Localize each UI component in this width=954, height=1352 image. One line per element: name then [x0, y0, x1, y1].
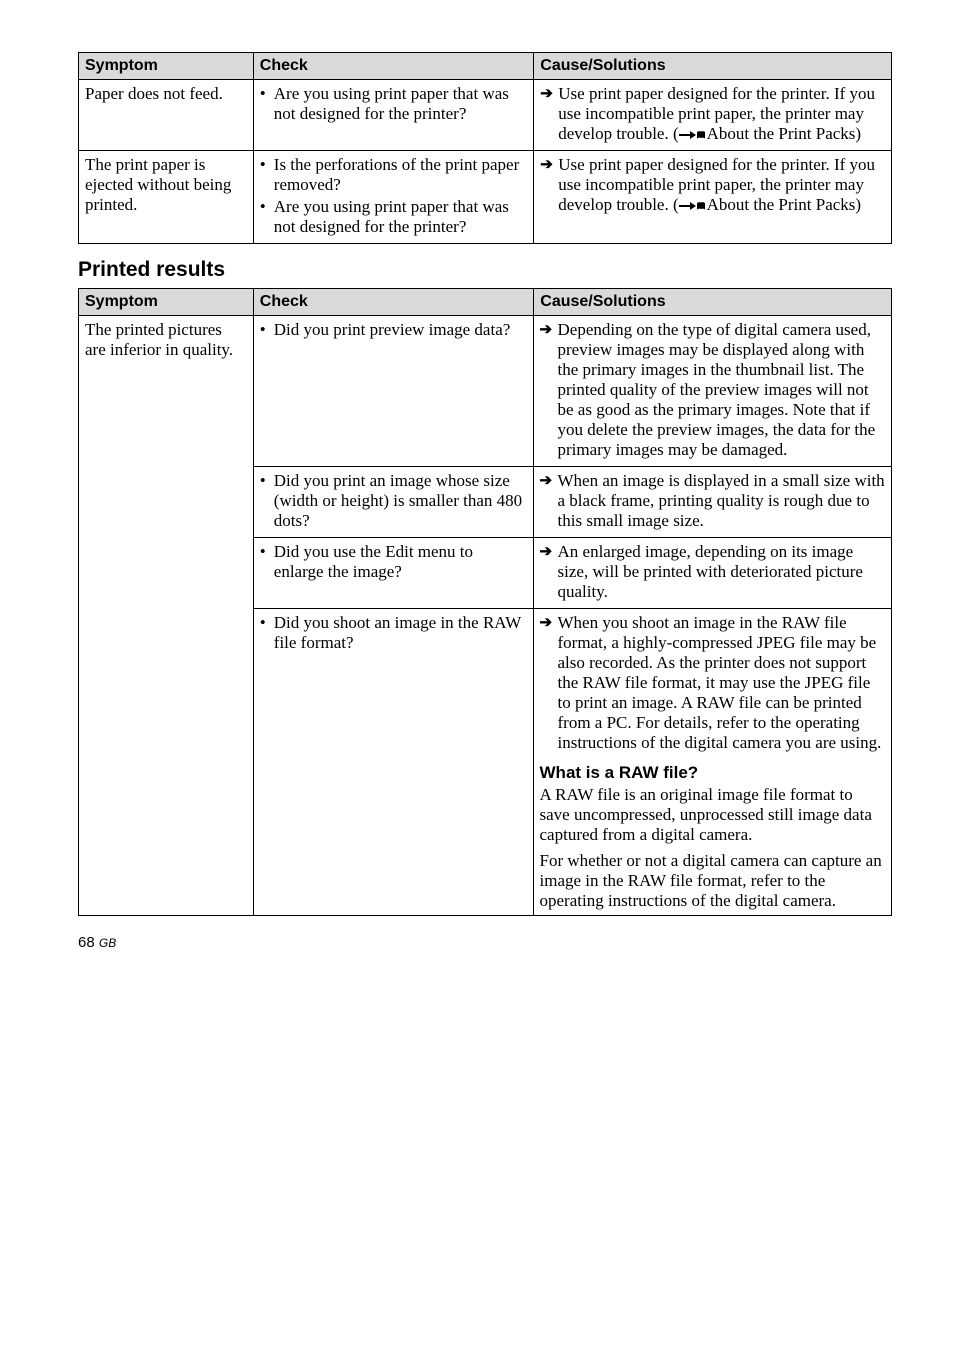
section-heading-printed-results: Printed results — [78, 258, 892, 282]
raw-file-para: For whether or not a digital camera can … — [540, 851, 885, 911]
col-header-cause: Cause/Solutions — [534, 289, 892, 316]
check-item: Did you shoot an image in the RAW file f… — [260, 613, 527, 653]
troubleshooting-table-1: Symptom Check Cause/Solutions Paper does… — [78, 52, 892, 244]
table-row: Paper does not feed.Are you using print … — [79, 80, 892, 151]
check-cell: Are you using print paper that was not d… — [253, 80, 533, 151]
check-item: Did you print preview image data? — [260, 320, 527, 340]
check-cell: Did you use the Edit menu to enlarge the… — [254, 538, 534, 608]
troubleshooting-table-2: Symptom Check Cause/Solutions The printe… — [78, 288, 892, 916]
col-header-check: Check — [253, 289, 533, 316]
symptom-cell: The print paper is ejected without being… — [79, 151, 254, 244]
check-item: Did you use the Edit menu to enlarge the… — [260, 542, 527, 582]
page-footer: 68 GB — [78, 934, 892, 951]
cause-cell: Use print paper designed for the printer… — [534, 80, 892, 151]
cause-cell: An enlarged image, depending on its imag… — [534, 538, 891, 608]
cause-item: Use print paper designed for the printer… — [540, 155, 885, 215]
table-row: Did you print an image whose size (width… — [254, 467, 891, 538]
symptom-cell: The printed pictures are inferior in qua… — [79, 316, 254, 916]
check-item: Is the perforations of the print paper r… — [260, 155, 527, 195]
col-header-check: Check — [253, 53, 533, 80]
page-number: 68 — [78, 934, 95, 951]
col-header-symptom: Symptom — [79, 53, 254, 80]
table-row: Did you shoot an image in the RAW file f… — [254, 609, 891, 915]
symptom-cell: Paper does not feed. — [79, 80, 254, 151]
cause-item: An enlarged image, depending on its imag… — [540, 542, 885, 602]
region-code: GB — [99, 936, 116, 950]
check-cell: Did you shoot an image in the RAW file f… — [254, 609, 534, 915]
cause-cell: When you shoot an image in the RAW file … — [534, 609, 891, 915]
col-header-symptom: Symptom — [79, 289, 254, 316]
cause-cell: When an image is displayed in a small si… — [534, 467, 891, 537]
check-cell: Did you print preview image data? — [254, 316, 534, 466]
table-row: Did you use the Edit menu to enlarge the… — [254, 538, 891, 609]
cause-item: Use print paper designed for the printer… — [540, 84, 885, 144]
table-row: The print paper is ejected without being… — [79, 151, 892, 244]
cause-cell: Depending on the type of digital camera … — [534, 316, 891, 466]
raw-file-para: A RAW file is an original image file for… — [540, 785, 885, 845]
inner-grid: Did you print preview image data? Dependi… — [253, 316, 891, 916]
raw-file-heading: What is a RAW file? — [540, 763, 885, 783]
check-item: Are you using print paper that was not d… — [260, 197, 527, 237]
check-cell: Did you print an image whose size (width… — [254, 467, 534, 537]
cause-item: Depending on the type of digital camera … — [540, 320, 885, 460]
cause-cell: Use print paper designed for the printer… — [534, 151, 892, 244]
check-item: Are you using print paper that was not d… — [260, 84, 527, 124]
check-item: Did you print an image whose size (width… — [260, 471, 527, 531]
col-header-cause: Cause/Solutions — [534, 53, 892, 80]
table-row: Did you print preview image data? Dependi… — [254, 316, 891, 467]
cause-item: When an image is displayed in a small si… — [540, 471, 885, 531]
check-cell: Is the perforations of the print paper r… — [253, 151, 533, 244]
cause-item: When you shoot an image in the RAW file … — [540, 613, 885, 753]
